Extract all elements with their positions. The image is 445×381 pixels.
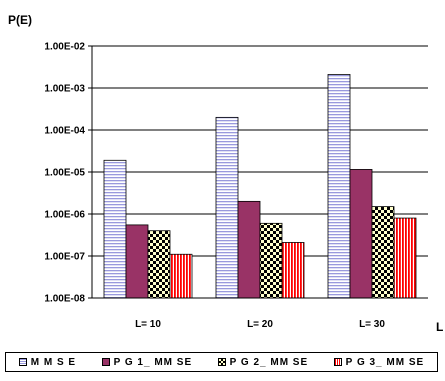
bar-pg1-mmse-3 — [349, 169, 373, 299]
legend-label: P G 2_ MM SE — [229, 356, 309, 368]
x-category-label: L= 30 — [359, 319, 385, 330]
legend-swatch-pg2 — [217, 358, 226, 366]
bar-mmse-2 — [215, 116, 239, 299]
y-tick-label: 1.00E-05 — [44, 168, 85, 179]
bar-pg2-mmse-2 — [259, 222, 283, 299]
bar-pg3-mmse-3 — [393, 217, 417, 299]
legend-item-pg2: P G 2_ MM SE — [217, 356, 309, 368]
legend-label: M M S E — [30, 356, 77, 368]
bar-pg1-mmse-1 — [125, 224, 149, 299]
bars — [103, 74, 417, 299]
legend-label: P G 3_ MM SE — [345, 356, 425, 368]
y-tick-label: 1.00E-06 — [44, 210, 85, 221]
y-tick-label: 1.00E-08 — [44, 294, 85, 305]
x-category-label: L= 20 — [247, 319, 273, 330]
x-axis-categories: L= 10 L= 20 L= 30 — [135, 319, 385, 330]
x-axis-title: L — [436, 320, 443, 334]
bar-pg1-mmse-2 — [237, 200, 261, 299]
bar-pg3-mmse-1 — [169, 253, 193, 299]
chart: P(E) 1.00E-081.00E-071.00E-061.00E-051.0… — [8, 13, 443, 334]
legend-swatch-pg1 — [101, 358, 110, 366]
x-category-label: L= 10 — [135, 319, 161, 330]
y-tick-label: 1.00E-02 — [44, 42, 85, 53]
y-axis-title: P(E) — [8, 13, 32, 27]
bar-pg3-mmse-2 — [281, 242, 305, 299]
legend-item-mmse: M M S E — [18, 356, 77, 368]
y-axis-ticks: 1.00E-08 1.00E-07 1.00E-06 1.00E-05 1.00E-04… — [44, 42, 92, 305]
legend: M M S E P G 1_ MM SE P G 2_ MM SE P G 3_… — [5, 352, 438, 372]
bar-mmse-1 — [103, 159, 127, 299]
y-tick-label: 1.00E-04 — [44, 126, 85, 137]
bar-pg2-mmse-1 — [147, 230, 171, 299]
bar-pg2-mmse-3 — [371, 206, 395, 299]
y-tick-label: 1.00E-03 — [44, 84, 85, 95]
legend-swatch-mmse — [18, 358, 27, 366]
legend-item-pg1: P G 1_ MM SE — [101, 356, 193, 368]
bar-mmse-3 — [327, 74, 351, 299]
legend-item-pg3: P G 3_ MM SE — [333, 356, 425, 368]
y-tick-label: 1.00E-07 — [44, 252, 85, 263]
legend-label: P G 1_ MM SE — [113, 356, 193, 368]
legend-swatch-pg3 — [333, 358, 342, 366]
